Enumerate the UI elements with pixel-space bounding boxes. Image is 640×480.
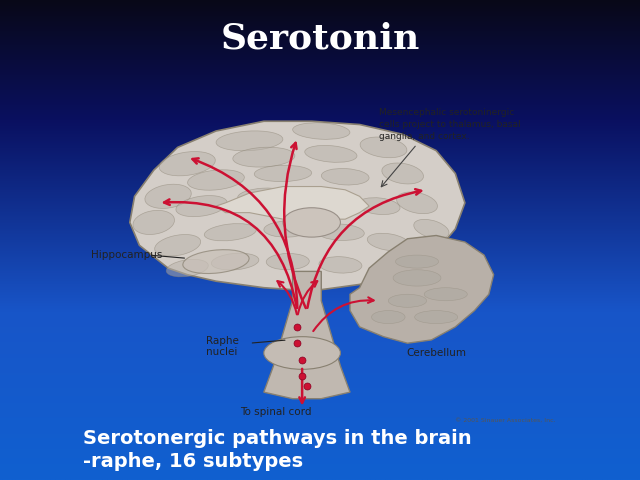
Text: To spinal cord: To spinal cord bbox=[240, 407, 312, 417]
Ellipse shape bbox=[237, 188, 290, 204]
Ellipse shape bbox=[357, 198, 400, 215]
Polygon shape bbox=[130, 121, 465, 291]
Ellipse shape bbox=[424, 288, 467, 301]
Ellipse shape bbox=[360, 137, 407, 158]
Text: Raphe
nuclei: Raphe nuclei bbox=[206, 336, 239, 357]
Text: © 2001 Sinauer Associates, Inc.: © 2001 Sinauer Associates, Inc. bbox=[455, 418, 556, 423]
Ellipse shape bbox=[176, 195, 227, 216]
Ellipse shape bbox=[415, 311, 458, 324]
Text: -raphe, 16 subtypes: -raphe, 16 subtypes bbox=[83, 452, 303, 471]
Ellipse shape bbox=[211, 253, 259, 270]
Polygon shape bbox=[350, 236, 493, 343]
Ellipse shape bbox=[183, 250, 249, 274]
Ellipse shape bbox=[155, 235, 201, 256]
Text: Serotonin: Serotonin bbox=[220, 22, 420, 56]
Ellipse shape bbox=[367, 233, 410, 251]
Ellipse shape bbox=[317, 224, 364, 240]
Polygon shape bbox=[264, 271, 350, 399]
Ellipse shape bbox=[264, 221, 312, 237]
Ellipse shape bbox=[319, 257, 362, 273]
Text: Cerebellum: Cerebellum bbox=[406, 348, 466, 358]
Ellipse shape bbox=[305, 145, 357, 162]
Ellipse shape bbox=[133, 210, 175, 235]
Ellipse shape bbox=[298, 188, 345, 204]
Ellipse shape bbox=[372, 311, 405, 324]
Ellipse shape bbox=[204, 224, 257, 241]
Text: Hippocampus: Hippocampus bbox=[92, 250, 163, 260]
Ellipse shape bbox=[264, 336, 340, 369]
Ellipse shape bbox=[233, 147, 295, 167]
Ellipse shape bbox=[159, 152, 215, 176]
Ellipse shape bbox=[321, 168, 369, 185]
Text: Serotonergic pathways in the brain: Serotonergic pathways in the brain bbox=[83, 429, 472, 448]
Ellipse shape bbox=[266, 253, 309, 270]
Ellipse shape bbox=[388, 294, 427, 307]
Ellipse shape bbox=[292, 123, 350, 139]
Ellipse shape bbox=[145, 184, 191, 208]
Ellipse shape bbox=[413, 219, 449, 239]
Ellipse shape bbox=[396, 255, 438, 268]
Ellipse shape bbox=[397, 192, 438, 214]
Polygon shape bbox=[216, 187, 369, 219]
Ellipse shape bbox=[254, 165, 312, 181]
Ellipse shape bbox=[393, 270, 441, 286]
Ellipse shape bbox=[283, 208, 340, 237]
Text: Mesencephalic serotoninergic
cells project to thalamus, basal
ganglia, and corte: Mesencephalic serotoninergic cells proje… bbox=[379, 108, 520, 141]
Ellipse shape bbox=[188, 170, 244, 190]
Ellipse shape bbox=[382, 163, 424, 184]
Ellipse shape bbox=[166, 259, 208, 277]
Ellipse shape bbox=[216, 131, 283, 151]
